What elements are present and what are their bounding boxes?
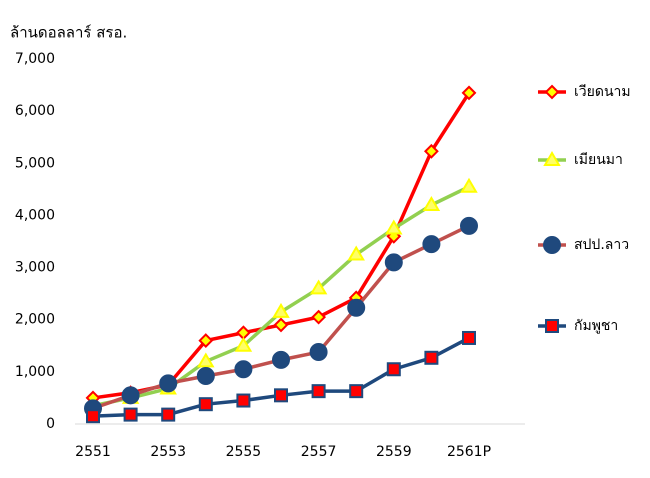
x-tick-label: 2555	[226, 444, 262, 460]
data-point	[460, 216, 478, 235]
legend-label: สปป.ลาว	[574, 237, 629, 253]
x-tick-label: 2551	[75, 444, 111, 460]
x-tick-label: 2561P	[447, 444, 491, 460]
data-point	[198, 397, 213, 412]
data-point	[423, 143, 439, 159]
data-point	[234, 360, 253, 379]
data-point	[311, 309, 327, 325]
data-point	[196, 367, 215, 386]
series-line	[92, 336, 470, 418]
y-tick-label: 1,000	[15, 364, 55, 380]
data-point	[384, 253, 403, 272]
legend-marker	[544, 84, 560, 100]
data-point	[347, 245, 365, 261]
data-point	[311, 384, 326, 399]
data-point	[198, 333, 214, 348]
legend-label: กัมพูชา	[574, 318, 618, 334]
data-point	[274, 388, 288, 403]
data-point	[309, 279, 328, 295]
legend-marker	[543, 151, 561, 166]
x-tick-label: 2559	[376, 444, 412, 460]
data-point	[462, 330, 476, 345]
legend-label: เวียดนาม	[574, 84, 631, 100]
y-tick-label: 5,000	[15, 155, 55, 171]
data-point	[272, 302, 290, 318]
data-point	[385, 219, 403, 235]
data-point	[86, 409, 100, 424]
data-point	[234, 336, 253, 352]
data-point	[422, 235, 441, 254]
data-point	[349, 384, 364, 399]
y-tick-label: 6,000	[15, 103, 55, 119]
data-point	[347, 298, 366, 317]
data-point	[460, 177, 478, 193]
data-point	[236, 393, 251, 408]
y-tick-label: 0	[46, 416, 55, 432]
y-tick-label: 7,000	[15, 51, 55, 67]
data-point	[123, 407, 138, 422]
x-tick-label: 2553	[150, 444, 186, 460]
data-point	[272, 350, 290, 369]
series-line	[92, 185, 470, 408]
data-point	[121, 386, 140, 405]
data-point	[461, 85, 477, 101]
data-point	[197, 352, 215, 368]
axis-title: ล้านดอลลาร์ สรอ.	[10, 24, 127, 42]
y-tick-label: 2,000	[15, 312, 55, 328]
data-point	[422, 196, 441, 211]
data-point	[273, 317, 289, 333]
data-point	[159, 374, 178, 393]
legend-marker	[545, 319, 559, 333]
data-point	[424, 350, 439, 365]
y-tick-label: 3,000	[15, 260, 55, 276]
legend-marker	[543, 236, 561, 254]
data-point	[386, 362, 401, 377]
x-tick-label: 2557	[301, 444, 337, 460]
data-point	[161, 407, 176, 422]
legend-label: เมียนมา	[574, 152, 623, 168]
data-point	[309, 343, 328, 362]
y-tick-label: 4,000	[15, 207, 55, 223]
